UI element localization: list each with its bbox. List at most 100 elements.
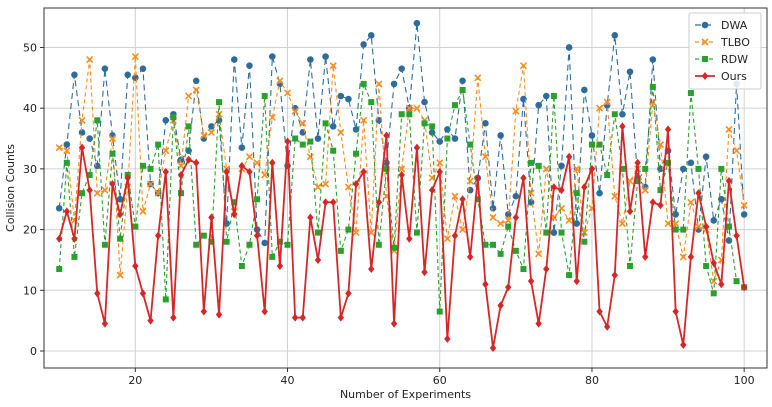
y-tick-label: 0	[30, 345, 37, 358]
data-point-rdw	[330, 147, 337, 154]
data-point-rdw	[314, 229, 321, 236]
y-tick-label: 20	[23, 224, 37, 237]
data-point-tlbo	[329, 62, 337, 70]
data-point-rdw	[200, 232, 207, 239]
data-point-rdw	[63, 159, 70, 166]
data-point-ours	[436, 167, 443, 176]
data-point-dwa	[398, 65, 405, 73]
data-point-tlbo	[573, 165, 581, 173]
data-point-ours	[550, 183, 558, 192]
data-point-rdw	[421, 120, 428, 127]
data-point-ours	[246, 167, 253, 176]
data-point-tlbo	[504, 216, 512, 225]
data-point-dwa	[466, 186, 474, 194]
data-point-tlbo	[116, 271, 124, 279]
data-point-dwa	[162, 117, 170, 124]
data-point-ours	[459, 195, 466, 204]
plot-frame	[43, 7, 768, 369]
data-point-rdw	[512, 247, 519, 254]
data-point-ours	[215, 310, 223, 319]
data-point-dwa	[489, 205, 497, 212]
data-point-ours	[489, 343, 497, 352]
data-point-rdw	[429, 123, 436, 130]
data-point-rdw	[672, 226, 679, 233]
data-point-ours	[375, 198, 383, 207]
data-point-rdw	[71, 253, 78, 260]
data-point-rdw	[490, 241, 497, 248]
data-point-dwa	[101, 65, 109, 73]
data-point-rdw	[276, 238, 283, 245]
data-point-rdw	[322, 120, 329, 127]
data-point-rdw	[284, 241, 291, 248]
series-layer	[55, 19, 748, 352]
data-point-ours	[284, 137, 291, 146]
data-point-dwa	[542, 92, 550, 100]
y-tick-label: 30	[23, 163, 37, 176]
data-point-rdw	[459, 86, 466, 93]
data-point-rdw	[246, 241, 253, 248]
data-point-dwa	[360, 41, 367, 48]
data-point-rdw	[497, 250, 504, 257]
data-point-rdw	[604, 171, 611, 178]
data-point-rdw	[216, 99, 223, 106]
data-point-tlbo	[405, 104, 413, 112]
data-point-tlbo	[740, 201, 748, 209]
data-point-ours	[162, 167, 169, 176]
data-point-tlbo	[489, 213, 497, 222]
data-point-dwa	[558, 162, 565, 170]
data-point-ours	[94, 289, 101, 298]
data-point-tlbo	[497, 219, 505, 228]
data-point-rdw	[299, 141, 306, 148]
data-point-dwa	[535, 101, 542, 109]
data-point-dwa	[329, 123, 337, 130]
data-point-ours	[330, 198, 337, 207]
data-point-dwa	[78, 129, 86, 136]
data-point-rdw	[231, 199, 238, 206]
data-point-dwa	[367, 32, 375, 39]
data-point-dwa	[390, 80, 398, 88]
data-point-tlbo	[398, 165, 406, 173]
data-point-rdw	[710, 290, 717, 297]
data-point-dwa	[116, 195, 124, 203]
data-point-ours	[390, 319, 398, 328]
data-point-tlbo	[261, 171, 269, 179]
data-point-dwa	[139, 65, 147, 73]
data-point-dwa	[223, 220, 230, 227]
data-point-rdw	[520, 266, 527, 273]
data-point-rdw	[368, 99, 375, 106]
data-point-ours	[154, 231, 162, 240]
data-point-ours	[223, 167, 230, 176]
data-point-rdw	[642, 165, 649, 172]
data-point-dwa	[619, 110, 626, 118]
data-point-dwa	[345, 95, 352, 103]
data-point-tlbo	[276, 77, 284, 85]
data-point-dwa	[504, 211, 512, 218]
data-point-rdw	[573, 190, 580, 197]
data-point-rdw	[718, 165, 725, 172]
legend-label-tlbo: TLBO	[720, 36, 750, 49]
data-point-tlbo	[481, 153, 489, 161]
data-point-rdw	[360, 80, 367, 87]
data-point-ours	[543, 265, 550, 274]
data-point-ours	[337, 313, 345, 322]
data-point-rdw	[375, 241, 382, 248]
data-point-tlbo	[185, 92, 193, 100]
data-point-rdw	[208, 238, 215, 245]
data-point-dwa	[230, 56, 238, 63]
data-point-rdw	[292, 135, 299, 142]
data-point-tlbo	[596, 104, 604, 112]
data-point-ours	[619, 122, 626, 131]
data-point-tlbo	[283, 89, 292, 97]
legend-box	[688, 12, 762, 90]
data-point-rdw	[353, 150, 360, 157]
y-tick-label: 10	[23, 284, 37, 297]
data-point-rdw	[627, 263, 634, 270]
data-point-rdw	[436, 308, 443, 315]
data-point-tlbo	[459, 226, 467, 234]
data-point-tlbo	[337, 128, 345, 137]
data-point-ours	[238, 161, 246, 170]
data-point-ours	[261, 307, 268, 316]
data-point-rdw	[505, 223, 512, 230]
data-point-dwa	[740, 211, 748, 218]
data-point-dwa	[482, 120, 489, 127]
